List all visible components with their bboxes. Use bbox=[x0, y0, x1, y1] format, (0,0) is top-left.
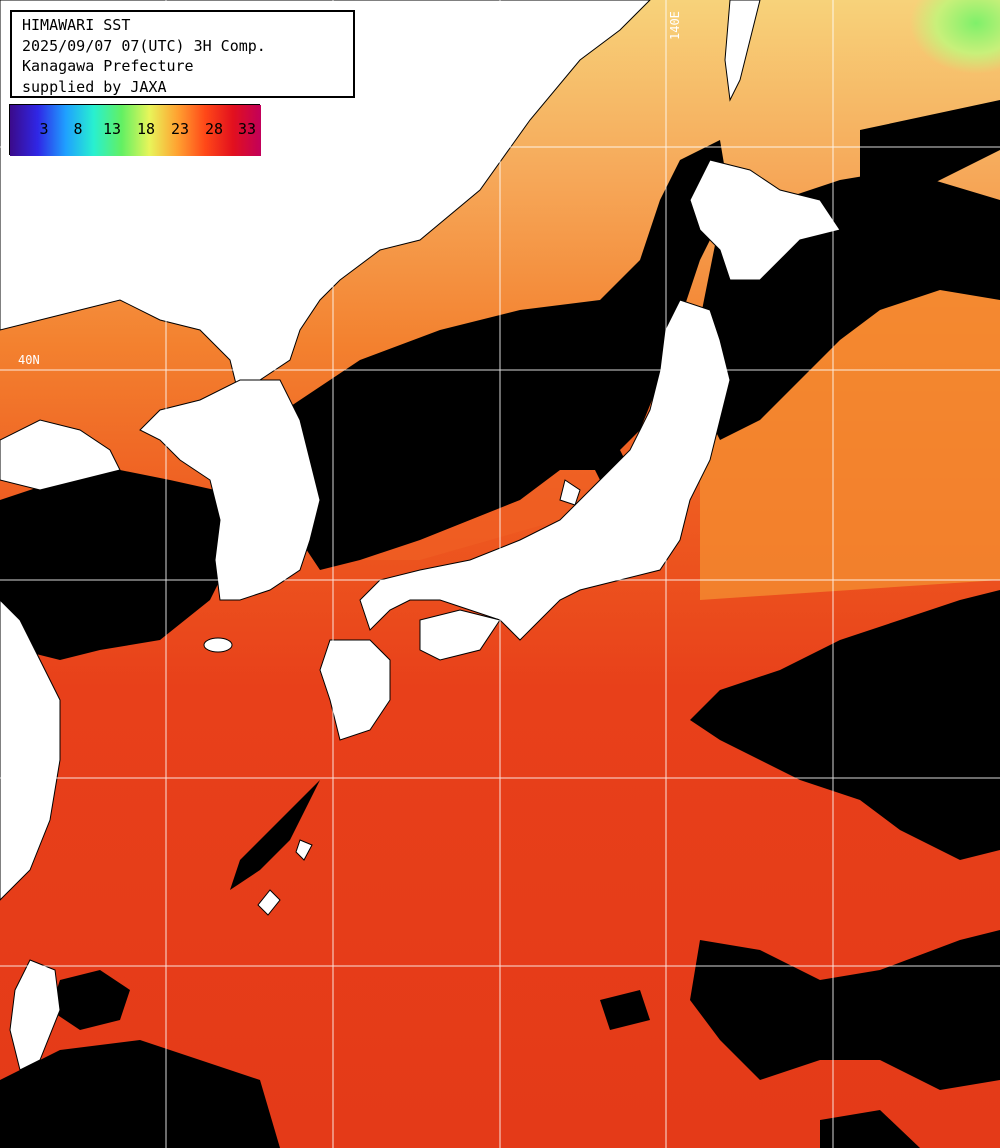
legend-label-23: 23 bbox=[170, 120, 190, 138]
cloud-small-3 bbox=[600, 990, 650, 1030]
land-ryukyu-2 bbox=[295, 839, 313, 861]
legend-label-3: 3 bbox=[39, 120, 49, 138]
land-sakhalin bbox=[724, 0, 761, 102]
land-korea bbox=[139, 379, 321, 601]
land-asia-northwest bbox=[0, 0, 651, 401]
land-honshu bbox=[359, 299, 731, 641]
land-sado bbox=[559, 479, 581, 506]
cloud-pacific-southeast bbox=[690, 930, 1000, 1090]
legend-label-33: 33 bbox=[237, 120, 257, 138]
land-shikoku bbox=[419, 609, 501, 661]
title-line-region: Kanagawa Prefecture bbox=[22, 57, 194, 75]
cloud-south-china-sea bbox=[0, 1040, 280, 1148]
cloud-small-2 bbox=[820, 1110, 920, 1148]
temperature-legend: 3 8 13 18 23 28 33 bbox=[9, 104, 261, 156]
land-masses bbox=[0, 0, 841, 1071]
legend-label-8: 8 bbox=[73, 120, 83, 138]
land-china-east bbox=[0, 599, 61, 901]
land-china-coast bbox=[0, 419, 121, 491]
legend-label-28: 28 bbox=[204, 120, 224, 138]
cloud-northeast-strip bbox=[860, 100, 1000, 200]
legend-labels: 3 8 13 18 23 28 33 bbox=[10, 120, 261, 142]
land-hokkaido bbox=[689, 159, 841, 281]
land-jeju bbox=[203, 637, 233, 653]
legend-label-13: 13 bbox=[102, 120, 122, 138]
legend-label-18: 18 bbox=[136, 120, 156, 138]
map-title-box: HIMAWARI SST 2025/09/07 07(UTC) 3H Comp.… bbox=[10, 10, 355, 98]
cloud-east-china-sea bbox=[230, 780, 320, 890]
cloud-north-korea-coast bbox=[0, 520, 110, 570]
lon-label-140e: 140E bbox=[668, 11, 682, 40]
lat-label-30n: 30N bbox=[18, 761, 40, 775]
cloud-taiwan-strait bbox=[50, 970, 130, 1030]
lat-label-40n: 40N bbox=[18, 353, 40, 367]
legend-colorbar bbox=[10, 105, 261, 156]
title-line-datetime: 2025/09/07 07(UTC) 3H Comp. bbox=[22, 36, 266, 55]
cloud-pacific-east bbox=[690, 590, 1000, 860]
land-taiwan bbox=[9, 959, 61, 1071]
title-line-product: HIMAWARI SST bbox=[22, 16, 131, 34]
cloud-west-china bbox=[0, 470, 230, 660]
title-line-supplier: supplied by JAXA bbox=[22, 77, 167, 96]
land-kyushu bbox=[319, 639, 391, 741]
land-ryukyu-1 bbox=[257, 889, 281, 916]
